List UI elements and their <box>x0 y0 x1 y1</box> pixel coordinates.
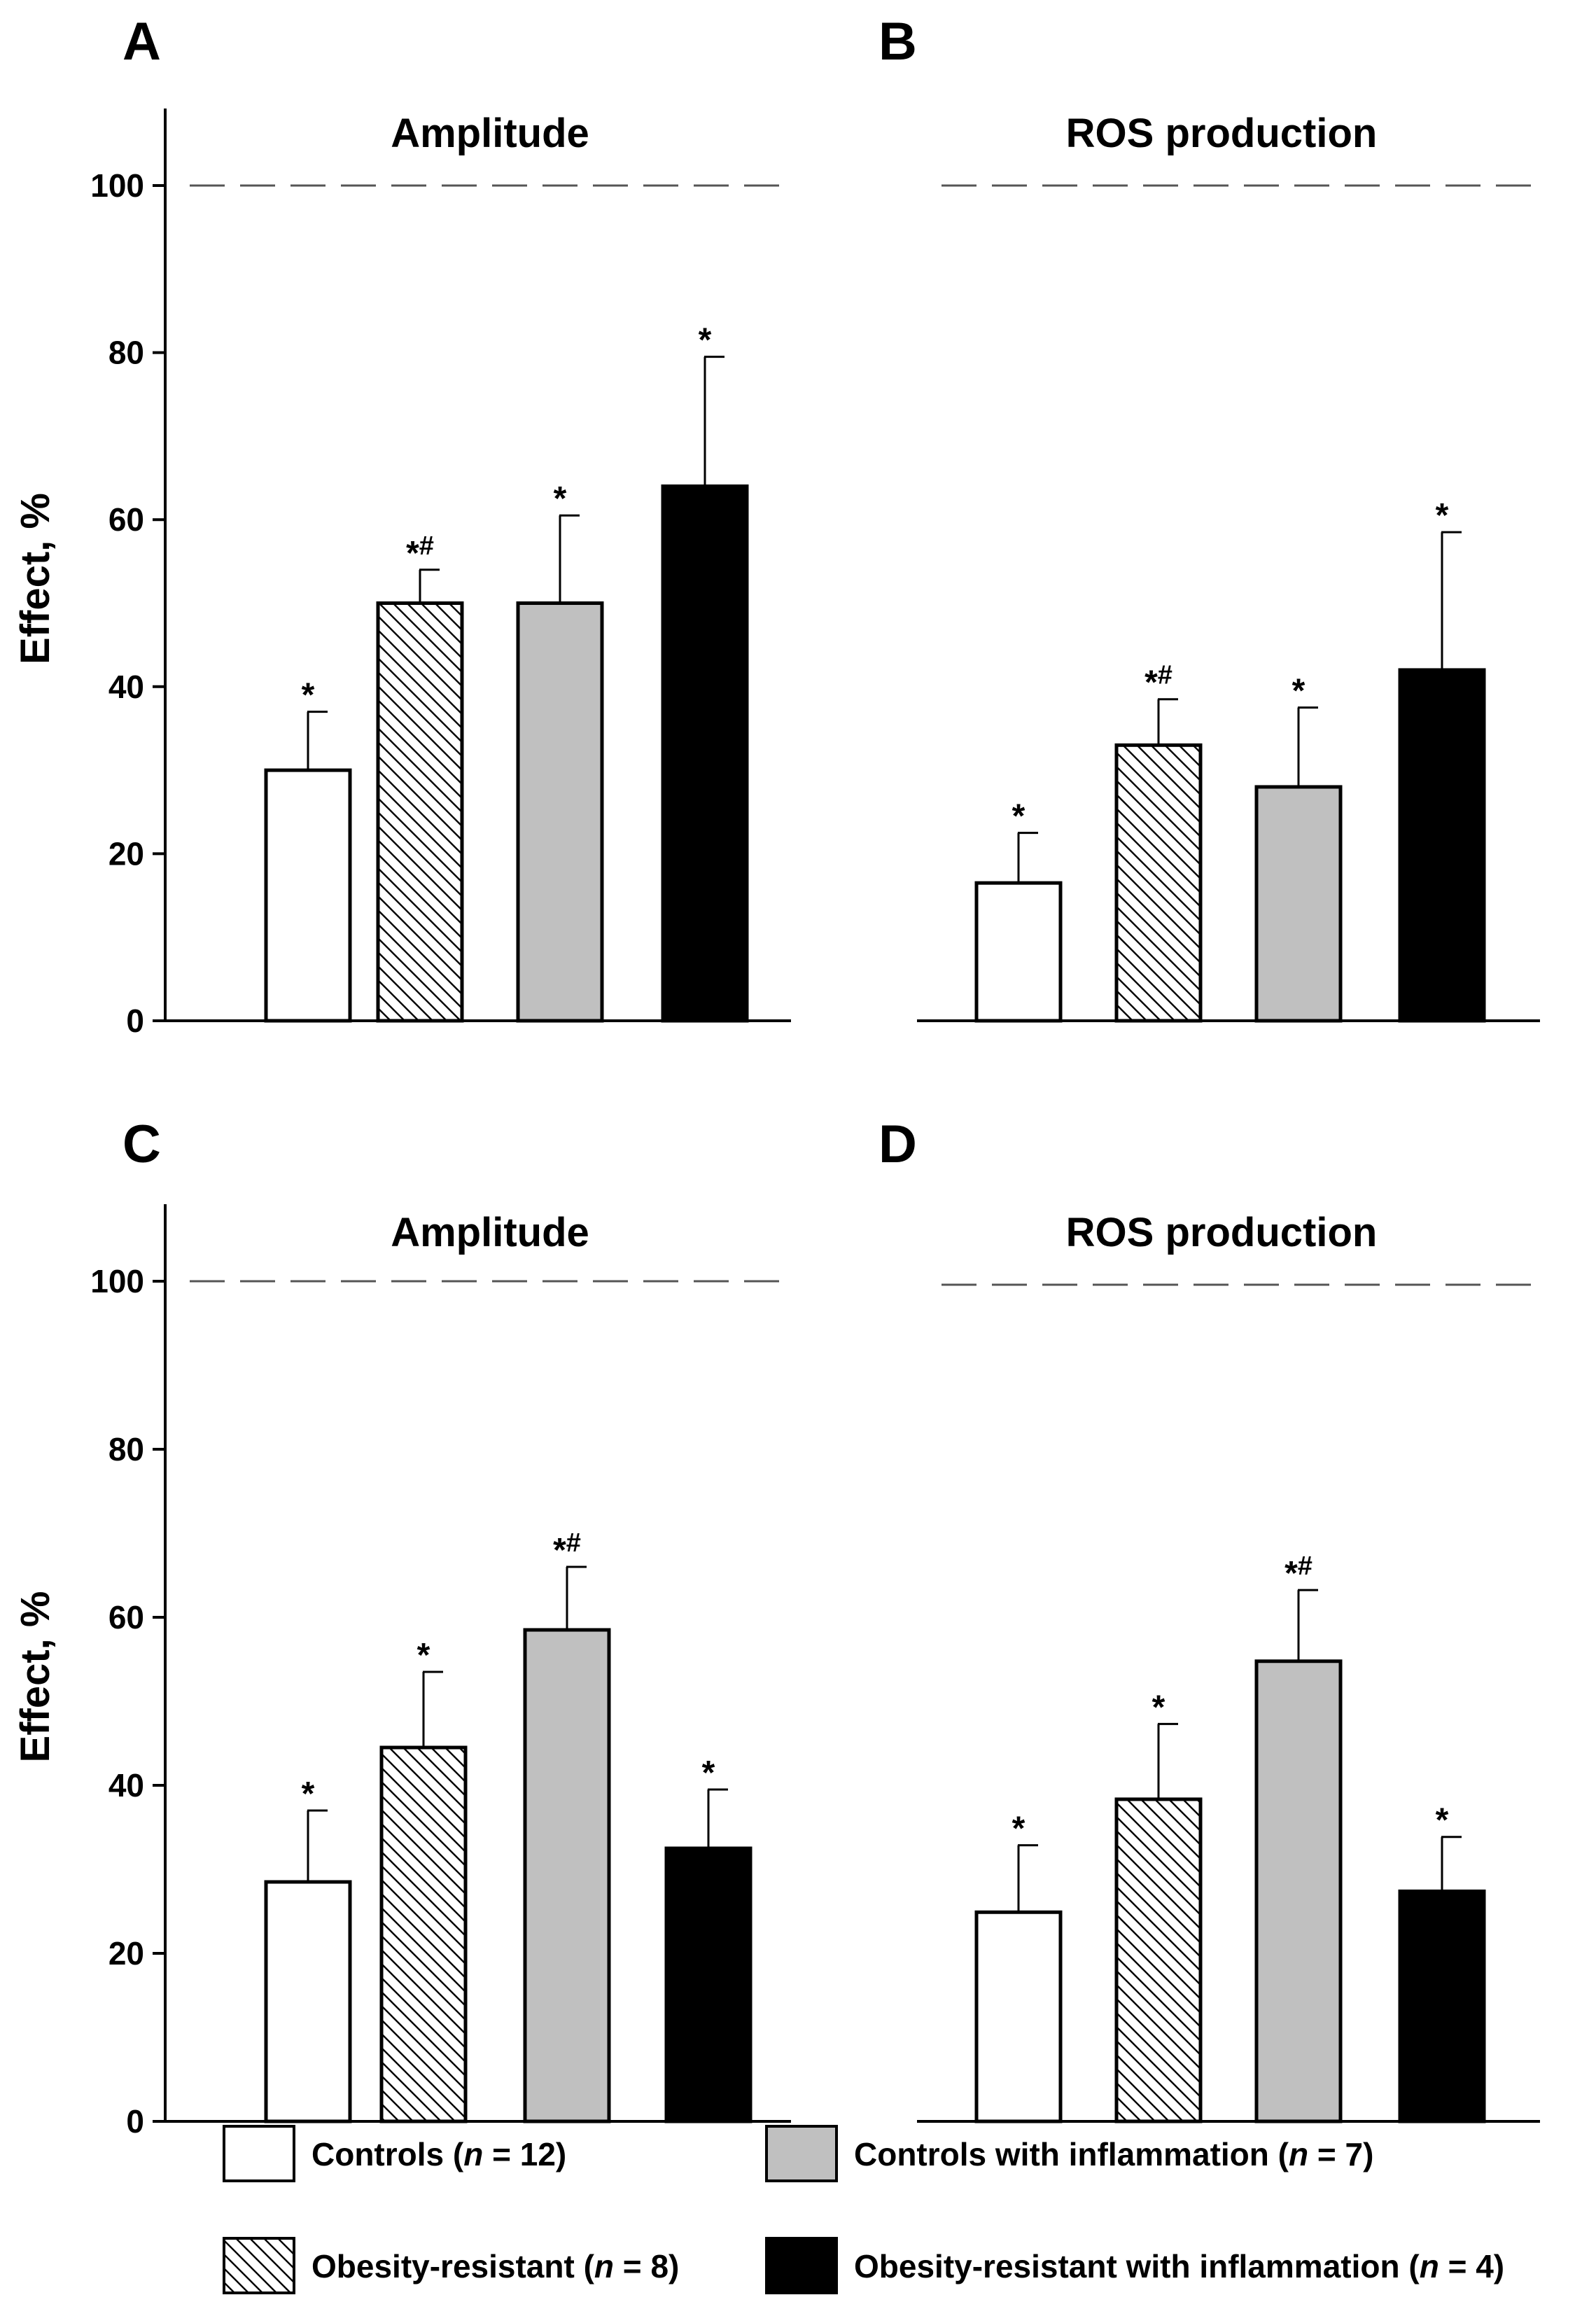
significance-label: * <box>1012 1811 1026 1848</box>
panel-c: C Amplitude 0 20 40 60 80 100 Effect, % * * *# * <box>13 1115 791 2140</box>
panel-title: ROS production <box>1066 1210 1378 1255</box>
legend-swatch <box>765 2125 838 2182</box>
legend-item: Obesity-resistant with inflammation (n =… <box>765 2237 1504 2294</box>
y-axis-label: Effect, % <box>13 1591 58 1763</box>
panel-a: A Amplitude 0 20 40 60 80 100 Effect, % * *# * * <box>13 12 791 1039</box>
panel-letter: A <box>122 12 161 71</box>
significance-label: *# <box>1284 1551 1312 1592</box>
significance-label: * <box>1012 798 1026 835</box>
bar <box>974 1910 1063 2123</box>
bar <box>516 601 604 1023</box>
significance-label: * <box>1292 673 1306 710</box>
significance-label: * <box>1436 497 1449 534</box>
y-axis-label: Effect, % <box>13 493 58 664</box>
legend-swatch <box>223 2237 295 2294</box>
panel-title: Amplitude <box>391 1210 589 1255</box>
bar <box>1398 1889 1486 2123</box>
legend-swatch <box>765 2237 838 2294</box>
bar <box>1114 743 1203 1023</box>
significance-label: *# <box>1144 661 1172 702</box>
bar <box>523 1628 611 2123</box>
legend-item: Obesity-resistant (n = 8) <box>223 2237 679 2294</box>
y-tick-label: 100 <box>90 1263 144 1299</box>
bar <box>974 881 1063 1023</box>
significance-label: * <box>302 677 315 714</box>
bar <box>264 1880 352 2123</box>
bar <box>1254 1659 1343 2123</box>
bar <box>379 1745 468 2123</box>
panel-letter: B <box>878 12 917 71</box>
legend-label: Obesity-resistant with inflammation (n =… <box>854 2248 1504 2284</box>
y-tick-label: 60 <box>108 1599 144 1635</box>
legend-label: Obesity-resistant (n = 8) <box>312 2248 679 2284</box>
significance-label: * <box>554 480 567 517</box>
significance-label: * <box>302 1776 315 1813</box>
y-tick-label: 100 <box>90 167 144 204</box>
bar <box>1398 668 1486 1023</box>
bar <box>1114 1797 1203 2123</box>
panel-b: B ROS production * *# * * <box>878 12 1540 1023</box>
significance-label: * <box>1152 1689 1166 1726</box>
legend-swatch <box>223 2125 295 2182</box>
significance-label: *# <box>406 531 434 572</box>
y-tick-label: 80 <box>108 1431 144 1467</box>
panel-letter: C <box>122 1115 161 1174</box>
y-tick-label: 60 <box>108 501 144 538</box>
bar <box>661 484 749 1023</box>
panel-letter: D <box>878 1115 917 1174</box>
legend-item: Controls (n = 12) <box>223 2125 566 2182</box>
bar <box>1254 785 1343 1023</box>
panel-title: ROS production <box>1066 111 1378 156</box>
y-tick-label: 80 <box>108 335 144 371</box>
significance-label: *# <box>553 1528 581 1569</box>
significance-label: * <box>417 1637 430 1674</box>
bar <box>376 601 464 1023</box>
y-tick-label: 20 <box>108 1935 144 1972</box>
significance-label: * <box>1436 1802 1449 1839</box>
bar <box>664 1846 752 2123</box>
y-tick-label: 40 <box>108 1767 144 1804</box>
significance-label: * <box>699 322 712 359</box>
significance-label: * <box>702 1755 715 1792</box>
bar <box>264 768 352 1023</box>
panel-d: D ROS production * * *# * <box>878 1115 1540 2123</box>
y-tick-label: 0 <box>126 2103 144 2140</box>
legend-item: Controls with inflammation (n = 7) <box>765 2125 1373 2182</box>
legend-label: Controls (n = 12) <box>312 2136 566 2172</box>
panel-title: Amplitude <box>391 111 589 156</box>
y-tick-label: 0 <box>126 1003 144 1039</box>
legend-label: Controls with inflammation (n = 7) <box>854 2136 1373 2172</box>
y-tick-label: 40 <box>108 669 144 705</box>
y-tick-label: 20 <box>108 835 144 872</box>
